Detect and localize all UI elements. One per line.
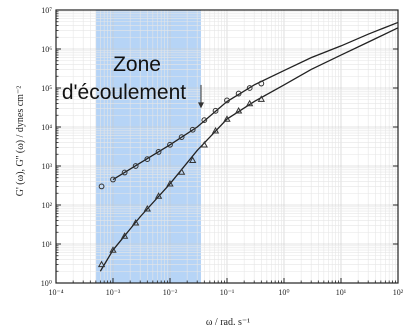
y-tick-label: 10⁷ [41,6,52,15]
data-point-triangle [257,95,265,102]
x-tick-label: 10¹ [336,288,347,297]
y-axis-label: G' (ω), G'' (ω) / dynes cm⁻² [15,86,26,196]
data-point-circle [235,90,242,97]
zone-label-line2: d'écoulement [62,81,186,104]
data-point-circle [155,148,162,155]
axis-ticks: 10⁻⁴ 10⁻³ 10⁻² 10⁻¹ 10⁰ 10¹ 10² 10⁰ 10¹ 10² 10³ 10⁴… [41,6,404,297]
x-tick-label: 10⁻² [163,288,178,297]
zone-label-line1: Zone [113,53,161,76]
annotation-arrow [198,84,205,109]
x-tick-label: 10² [393,288,404,297]
data-point-triangle [166,179,174,187]
x-tick-label: 10⁻⁴ [48,288,63,297]
data-point-triangle [143,204,151,212]
data-point-triangle [246,99,254,107]
y-tick-label: 10² [42,201,53,210]
y-tick-label: 10⁴ [41,123,52,132]
data-point-triangle [154,192,163,199]
data-point-triangle [211,126,220,134]
data-point-circle [201,117,208,124]
data-point-triangle [132,218,140,226]
data-point-circle [121,169,128,176]
grid [55,10,398,284]
x-tick-label: 10⁻³ [106,288,121,297]
y-tick-label: 10⁶ [41,45,52,54]
data-point-circle [212,107,219,114]
x-axis-label: ω / rad. s⁻¹ [206,317,250,327]
data-point-circle [132,163,139,169]
y-tick-label: 10³ [42,162,53,171]
data-point-circle [98,183,105,190]
arrow-head [198,102,205,109]
x-tick-label: 10⁻¹ [220,288,235,297]
data-point-triangle [200,140,208,148]
y-tick-label: 10⁰ [41,279,52,288]
y-tick-label: 10¹ [42,240,53,249]
data-point-triangle [234,106,243,114]
y-tick-label: 10⁵ [41,84,52,93]
data-point-circle [246,85,253,91]
data-point-triangle [223,115,231,122]
data-point-circle [110,176,116,183]
data-point-circle [178,134,185,141]
data-point-circle [189,126,196,133]
data-point-circle [258,80,265,87]
fit-line [99,27,399,272]
data-point-triangle [97,260,106,268]
data-points [97,80,265,268]
x-tick-label: 10⁰ [278,288,289,297]
data-point-circle [144,156,151,163]
fit-line [112,21,399,181]
data-point-triangle [120,232,129,239]
data-point-triangle [189,156,197,164]
zone-background [95,10,202,283]
data-point-triangle [109,246,117,253]
data-point-circle [224,97,230,104]
data-point-circle [167,141,173,148]
data-point-triangle [177,168,186,175]
fit-lines [99,21,399,272]
